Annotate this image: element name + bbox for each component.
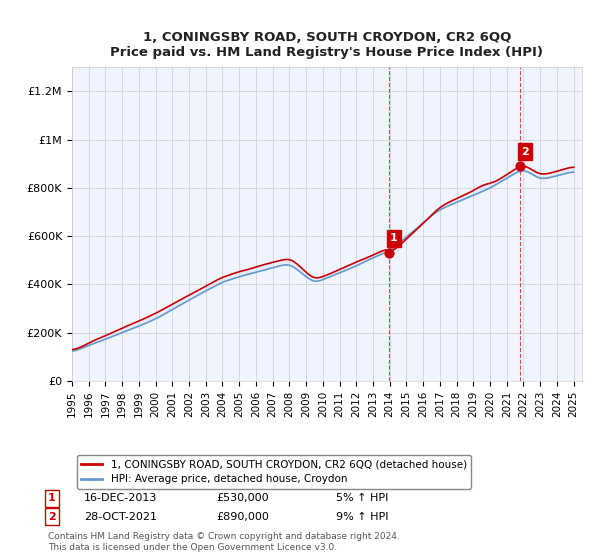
Text: 5% ↑ HPI: 5% ↑ HPI: [336, 493, 388, 503]
Text: 28-OCT-2021: 28-OCT-2021: [84, 512, 157, 522]
Text: 1: 1: [390, 234, 398, 244]
Text: 9% ↑ HPI: 9% ↑ HPI: [336, 512, 389, 522]
Text: 16-DEC-2013: 16-DEC-2013: [84, 493, 157, 503]
Text: 2: 2: [521, 147, 529, 157]
Text: £890,000: £890,000: [216, 512, 269, 522]
Text: £530,000: £530,000: [216, 493, 269, 503]
Text: 1: 1: [48, 493, 56, 503]
Point: [384, 249, 394, 258]
Point: [515, 162, 525, 171]
Title: 1, CONINGSBY ROAD, SOUTH CROYDON, CR2 6QQ
Price paid vs. HM Land Registry's Hous: 1, CONINGSBY ROAD, SOUTH CROYDON, CR2 6Q…: [110, 31, 544, 59]
Text: Contains HM Land Registry data © Crown copyright and database right 2024.
This d: Contains HM Land Registry data © Crown c…: [48, 532, 400, 552]
Text: 2: 2: [48, 512, 56, 522]
Legend: 1, CONINGSBY ROAD, SOUTH CROYDON, CR2 6QQ (detached house), HPI: Average price, : 1, CONINGSBY ROAD, SOUTH CROYDON, CR2 6Q…: [77, 455, 471, 488]
